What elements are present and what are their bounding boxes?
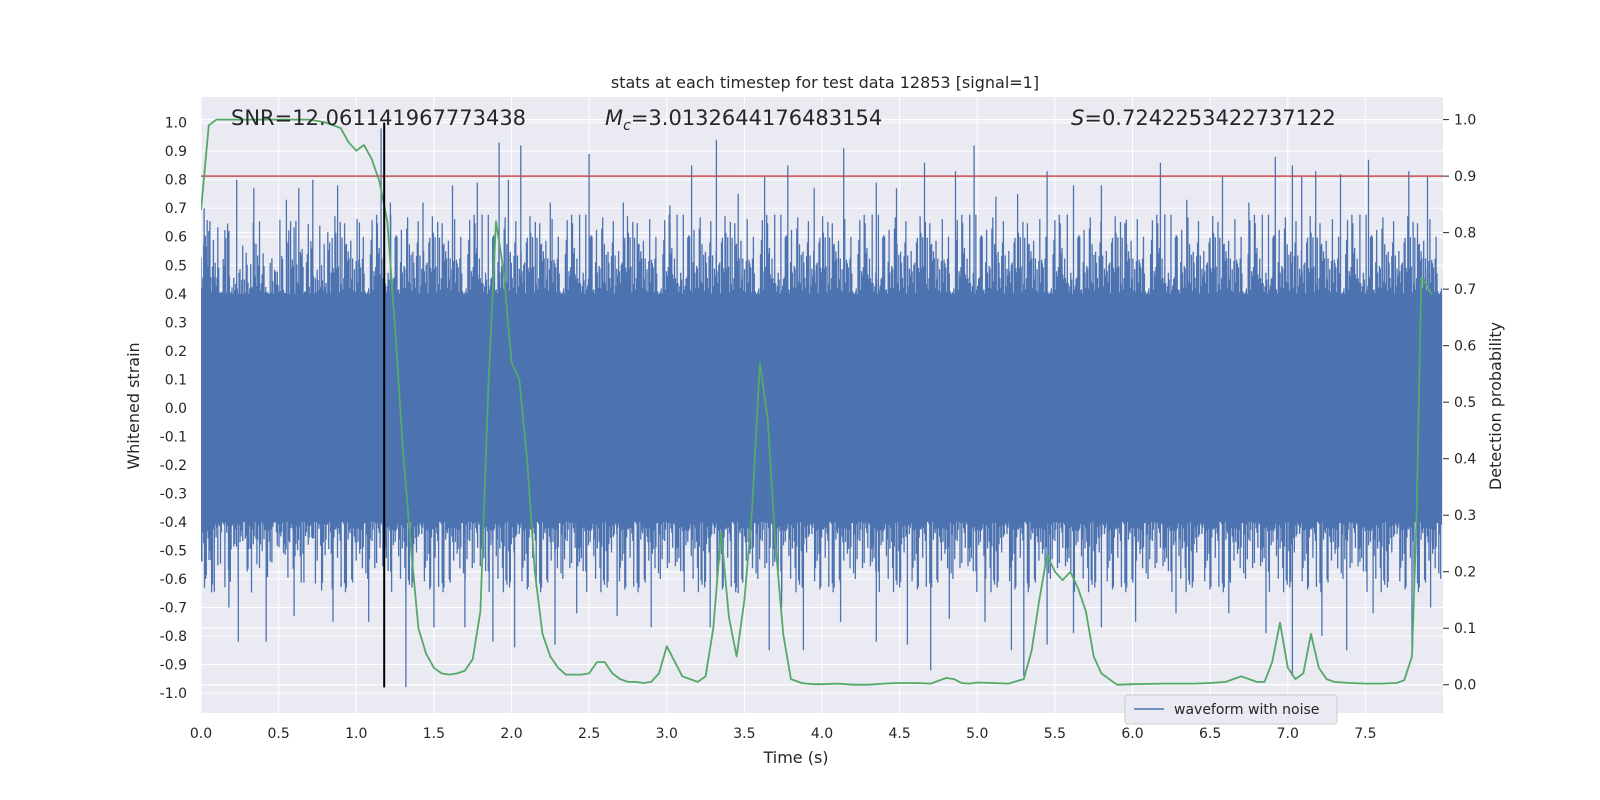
s-annotation: S=0.7242253422737122 (1071, 106, 1336, 130)
y-tick-label: 0.2 (165, 344, 187, 360)
x-tick-label: 4.5 (888, 726, 910, 742)
right-tick-label: 0.7 (1454, 282, 1476, 298)
y-tick-label: -0.2 (160, 458, 187, 474)
y-tick-label: -0.8 (160, 629, 187, 645)
y-tick-label: 1.0 (165, 116, 187, 132)
snr-annotation: SNR=12.061141967773438 (231, 106, 526, 130)
x-tick-label: 0.0 (190, 726, 212, 742)
y-tick-label: -0.7 (160, 600, 187, 616)
x-tick-label: 5.0 (966, 726, 988, 742)
y-axis-ticks: 1.0 0.9 0.8 0.7 0.6 0.5 0.4 0.3 0.2 0.1 0.0 -0.1 -0.… (160, 116, 187, 702)
y-tick-label: 0.6 (165, 230, 187, 246)
x-tick-label: 2.0 (500, 726, 522, 742)
x-tick-label: 4.0 (811, 726, 833, 742)
x-tick-label: 1.0 (345, 726, 367, 742)
s-value: =0.7242253422737122 (1084, 106, 1335, 130)
right-tick-label: 0.4 (1454, 452, 1476, 468)
y-tick-label: -0.4 (160, 515, 187, 531)
chirp-mass-annotation: Mc=3.0132644176483154 (605, 106, 882, 134)
x-tick-label: 2.5 (578, 726, 600, 742)
y-tick-label: -0.1 (160, 429, 187, 445)
y-tick-label: 0.4 (165, 287, 187, 303)
legend-label: waveform with noise (1174, 702, 1319, 718)
y-tick-label: 0.5 (165, 258, 187, 274)
right-tick-label: 0.8 (1454, 226, 1476, 242)
y-tick-label: -0.9 (160, 658, 187, 674)
right-tick-label: 0.5 (1454, 395, 1476, 411)
y-tick-label: 0.7 (165, 201, 187, 217)
right-tick-label: 0.9 (1454, 169, 1476, 185)
right-tick-label: 0.3 (1454, 508, 1476, 524)
right-tick-label: 0.6 (1454, 339, 1476, 355)
x-tick-label: 7.5 (1354, 726, 1376, 742)
legend: waveform with noise (1124, 694, 1338, 725)
chart-title: stats at each timestep for test data 128… (611, 73, 1039, 92)
right-tick-label: 1.0 (1454, 113, 1476, 129)
waveform-trace (201, 128, 1443, 688)
chirp-mass-value: =3.0132644176483154 (631, 106, 882, 130)
x-tick-label: 6.0 (1121, 726, 1143, 742)
y-tick-label: -0.5 (160, 543, 187, 559)
y-tick-label: -1.0 (160, 686, 187, 702)
y-tick-label: -0.3 (160, 486, 187, 502)
y-axis-label: Whitened strain (124, 342, 143, 469)
y-tick-label: 0.0 (165, 401, 187, 417)
x-tick-label: 0.5 (267, 726, 289, 742)
y-tick-label: 0.3 (165, 315, 187, 331)
chirp-mass-subscript: c (623, 118, 631, 134)
legend-box (1124, 694, 1338, 725)
y-tick-label: 0.8 (165, 173, 187, 189)
x-tick-label: 3.5 (733, 726, 755, 742)
right-tick-label: 0.0 (1454, 678, 1476, 694)
y-tick-label: 0.1 (165, 372, 187, 388)
x-axis-ticks: 0.0 0.5 1.0 1.5 2.0 2.5 3.0 3.5 4.0 4.5 5.0 5.5 6.0 6… (190, 726, 1377, 742)
y-tick-label: -0.6 (160, 572, 187, 588)
x-tick-label: 7.0 (1277, 726, 1299, 742)
detection-probability-series (201, 118, 1433, 686)
x-tick-label: 3.0 (656, 726, 678, 742)
chirp-mass-symbol: M (605, 106, 623, 130)
right-tick-label: 0.1 (1454, 621, 1476, 637)
right-tick-label: 0.2 (1454, 565, 1476, 581)
right-axis-label: Detection probability (1486, 322, 1505, 490)
x-tick-label: 1.5 (423, 726, 445, 742)
y-tick-label: 0.9 (165, 144, 187, 160)
x-tick-label: 5.5 (1044, 726, 1066, 742)
s-symbol: S (1071, 106, 1084, 130)
right-axis-ticks: 1.0 0.9 0.8 0.7 0.6 0.5 0.4 0.3 0.2 0.1 0.0 (1443, 113, 1476, 694)
x-axis-label: Time (s) (762, 748, 828, 767)
waveform-series (201, 128, 1443, 688)
x-tick-label: 6.5 (1199, 726, 1221, 742)
